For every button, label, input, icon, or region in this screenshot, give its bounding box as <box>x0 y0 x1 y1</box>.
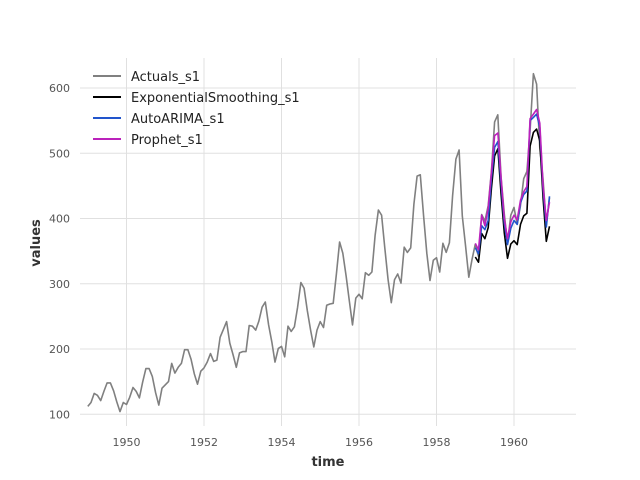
grid <box>80 58 576 426</box>
x-axis-label: time <box>311 455 344 470</box>
legend-label: Actuals_s1 <box>131 70 200 85</box>
series-line-exponentialsmoothing-s1 <box>474 128 551 264</box>
legend: Actuals_s1 ExponentialSmoothing_s1 AutoARI… <box>93 70 300 148</box>
legend-label: Prophet_s1 <box>131 133 203 148</box>
x-tick-label: 1958 <box>423 436 451 449</box>
y-tick-label: 600 <box>49 82 70 95</box>
y-tick-label: 200 <box>49 343 70 356</box>
x-tick-label: 1954 <box>268 436 296 449</box>
legend-label: AutoARIMA_s1 <box>131 112 225 127</box>
y-axis-label: values <box>29 219 44 267</box>
y-tick-label: 500 <box>49 147 70 160</box>
y-tick-label: 300 <box>49 278 70 291</box>
series-line-actuals-s1 <box>87 72 551 413</box>
x-tick-label: 1960 <box>500 436 528 449</box>
ticks: 1950 1952 1954 1956 1958 1960 100 200 300 400 500 6… <box>49 82 528 449</box>
x-tick-label: 1956 <box>345 436 373 449</box>
x-tick-label: 1952 <box>190 436 218 449</box>
series-line-autoarima-s1 <box>474 113 551 255</box>
series-layer <box>87 72 551 413</box>
y-tick-label: 100 <box>49 408 70 421</box>
series-line-prophet-s1 <box>474 108 551 251</box>
y-tick-label: 400 <box>49 213 70 226</box>
legend-label: ExponentialSmoothing_s1 <box>131 91 300 106</box>
x-tick-label: 1950 <box>113 436 141 449</box>
